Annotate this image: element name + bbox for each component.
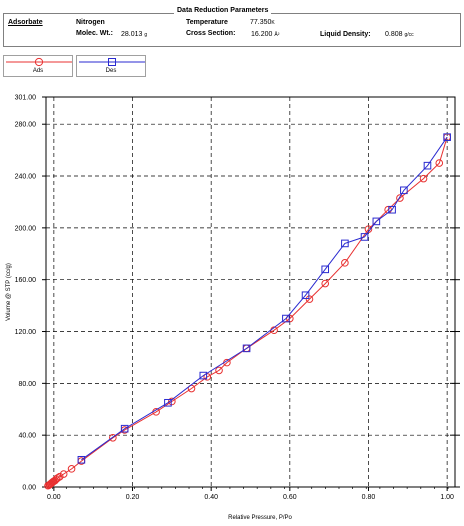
- legend-label-des: Des: [105, 68, 117, 74]
- parameters-title: Data Reduction Parameters: [174, 7, 272, 14]
- data-point-ads: [419, 174, 428, 183]
- y-tick-label: 80.00: [18, 381, 36, 388]
- legend-des-marker: [79, 58, 145, 66]
- x-tick-label: 0.40: [204, 494, 218, 501]
- data-point-ads: [168, 397, 176, 406]
- data-point-ads: [341, 259, 349, 267]
- data-point-des: [301, 291, 310, 300]
- data-point-ads: [215, 366, 223, 375]
- y-tick-label: 160.00: [15, 277, 37, 284]
- data-point-ads: [67, 465, 76, 473]
- data-reduction-parameters-box: Data Reduction Parameters Adsorbate Nitr…: [3, 7, 461, 47]
- data-point-ads: [305, 295, 314, 303]
- temperature-value: 77.350K: [250, 19, 275, 26]
- axis-ticks: 0.00 0.20 0.40 0.60 0.80 1.00 0.00 40.00 80.00 12…: [15, 95, 460, 501]
- y-tick-label: 280.00: [15, 122, 37, 129]
- x-tick-label: 0.60: [283, 494, 297, 501]
- y-tick-label: 200.00: [15, 225, 37, 232]
- adsorbate-label: Adsorbate: [8, 19, 43, 26]
- legend-label-ads: Ads: [32, 68, 44, 74]
- data-point-ads: [53, 474, 62, 482]
- data-point-des: [321, 265, 330, 274]
- x-tick-label: 1.00: [440, 494, 454, 501]
- y-tick-label: 240.00: [15, 174, 37, 181]
- series-line-ads: [47, 137, 448, 487]
- data-point-des: [372, 217, 381, 226]
- data-point-ads: [396, 194, 404, 202]
- cross-section-label: Cross Section:: [186, 30, 236, 37]
- legend-item-ads: Ads: [3, 55, 73, 77]
- molec-wt-label: Molec. Wt.:: [76, 30, 113, 37]
- data-point-ads: [435, 159, 444, 167]
- data-point-ads: [55, 472, 64, 481]
- y-tick-label: 40.00: [18, 433, 36, 440]
- data-point-ads: [59, 470, 68, 478]
- data-point-des: [242, 344, 251, 353]
- data-point-des: [443, 133, 451, 141]
- series-layer: [44, 133, 451, 490]
- x-axis-title: Relative Pressure, P/Po: [228, 515, 292, 521]
- data-point-des: [164, 398, 172, 407]
- temperature-label: Temperature: [186, 19, 228, 26]
- molec-wt-value: 28.013 g: [121, 31, 148, 38]
- series-line-des: [81, 136, 448, 461]
- y-tick-label: 0.00: [22, 485, 36, 492]
- data-point-ads: [109, 433, 117, 442]
- data-point-des: [388, 205, 396, 214]
- y-tick-label: 120.00: [15, 329, 37, 336]
- data-point-des: [341, 239, 349, 248]
- plot-area-frame: [45, 96, 456, 488]
- x-tick-label: 0.20: [126, 494, 140, 501]
- y-axis-title: Volume @ STP (cc/g): [6, 263, 12, 321]
- data-point-des: [199, 371, 208, 380]
- data-point-des: [77, 455, 86, 464]
- adsorbate-name: Nitrogen: [76, 19, 105, 26]
- data-point-ads: [321, 279, 330, 288]
- liquid-density-value: 0.808 g/cc: [385, 31, 414, 38]
- x-tick-label: 0.80: [362, 494, 376, 501]
- x-tick-label: 0.00: [47, 494, 61, 501]
- chart-grid: [46, 97, 455, 488]
- liquid-density-label: Liquid Density:: [320, 31, 371, 38]
- chart-legend: Ads Des: [3, 55, 148, 77]
- y-tick-label: 301.00: [15, 95, 37, 102]
- cross-section-value: 16.200 Å²: [251, 31, 280, 38]
- data-point-des: [360, 233, 369, 241]
- data-point-des: [282, 314, 290, 323]
- data-point-des: [120, 424, 129, 433]
- legend-item-des: Des: [76, 55, 146, 77]
- legend-ads-marker: [6, 57, 72, 67]
- data-point-des: [423, 161, 432, 170]
- data-point-des: [400, 186, 408, 195]
